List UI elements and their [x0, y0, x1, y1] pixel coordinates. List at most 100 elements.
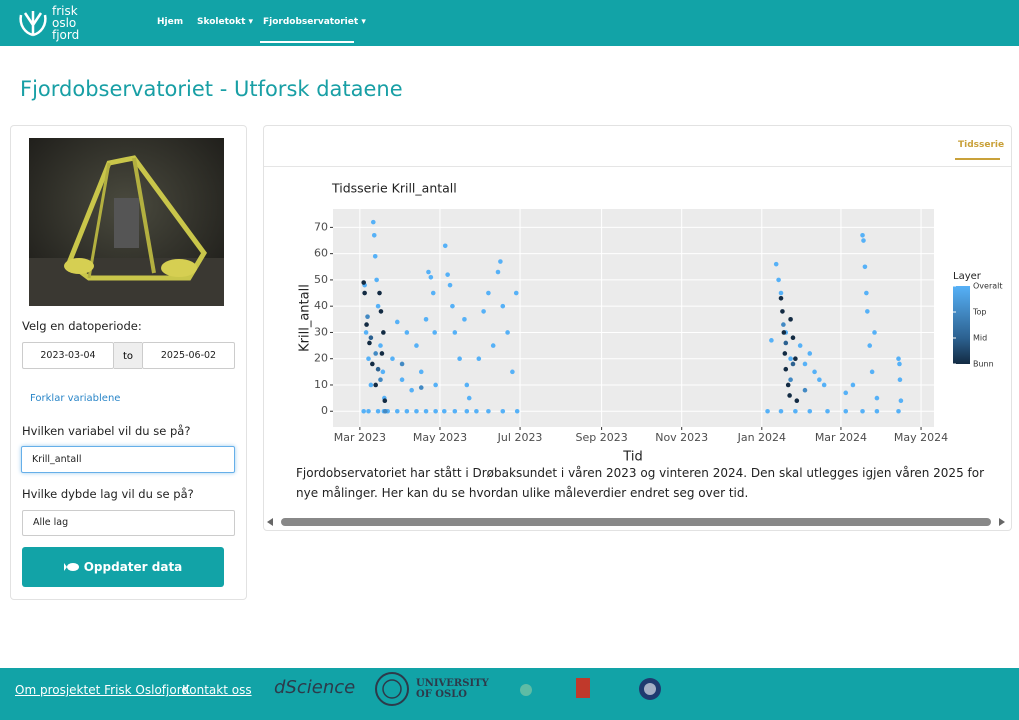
point [418, 369, 424, 375]
y-tick-label: 40 [314, 299, 328, 312]
tab[interactable]: Tidsserie [958, 140, 1005, 150]
footer-link[interactable]: Om prosjektet Frisk Oslofjord [15, 683, 190, 697]
point [896, 408, 901, 414]
point [371, 232, 377, 238]
point [481, 309, 486, 314]
point [500, 408, 506, 414]
point [462, 317, 467, 322]
point [513, 290, 519, 296]
logo-uio: UNIVERSITY OF OSLO [416, 678, 489, 700]
nav-label: Skoletokt [197, 17, 246, 27]
point [850, 382, 856, 388]
point [802, 361, 808, 367]
point [860, 408, 865, 414]
point [486, 290, 491, 296]
point [495, 269, 501, 275]
point [897, 361, 902, 367]
date-end-input[interactable]: 2025-06-02 [142, 342, 235, 369]
variable-label: Hvilken variabel vil du se på? [22, 424, 191, 438]
legend-label: Overalt [973, 282, 1003, 291]
nav-link[interactable]: Hjem [157, 17, 184, 27]
point [514, 408, 520, 414]
point [498, 259, 503, 264]
point [464, 382, 470, 388]
tab-divider [264, 166, 1011, 167]
date-start-input[interactable]: 2023-03-04 [22, 342, 114, 369]
point [382, 408, 388, 414]
logo-text: oslo [52, 16, 77, 30]
point [394, 408, 400, 414]
point [864, 290, 869, 296]
point [812, 369, 817, 375]
date-label: Velg en datoperiode: [22, 319, 142, 333]
nav-dropdown[interactable]: Fjordobservatoriet ▾ [263, 17, 366, 27]
point [781, 330, 787, 335]
point [361, 280, 366, 285]
point [365, 314, 370, 319]
point [869, 369, 875, 375]
point [370, 219, 376, 225]
point [452, 408, 458, 414]
point [773, 261, 779, 267]
point [366, 356, 371, 362]
point [375, 408, 381, 414]
y-tick-label: 60 [314, 247, 328, 260]
depth-label: Hvilke dybde lag vil du se på? [22, 487, 194, 501]
point [765, 408, 770, 414]
point [399, 377, 405, 383]
point [794, 398, 800, 404]
point [783, 340, 789, 346]
point [862, 264, 868, 270]
point [505, 330, 510, 335]
x-tick-label: May 2024 [894, 431, 948, 444]
y-axis-title: Krill_antall [298, 284, 313, 352]
point [790, 361, 796, 367]
x-tick-label: Nov 2023 [655, 431, 708, 444]
active-underline [260, 41, 354, 43]
point [375, 303, 381, 309]
point [378, 309, 384, 314]
footer [0, 668, 1019, 720]
point [399, 361, 405, 367]
point [457, 356, 462, 362]
point [780, 309, 785, 314]
point [872, 330, 877, 335]
update-button[interactable]: Oppdater data [22, 547, 224, 587]
point [476, 356, 482, 362]
depth-select[interactable]: Alle lag [22, 510, 235, 536]
point [372, 253, 378, 259]
point [861, 238, 866, 243]
point [466, 395, 472, 401]
point [782, 351, 788, 356]
point [414, 408, 419, 414]
instrument-photo [29, 138, 224, 306]
point [817, 377, 822, 383]
point [778, 296, 784, 301]
scrollbar[interactable] [265, 516, 1011, 528]
footer-link[interactable]: Kontakt oss [182, 683, 252, 697]
variable-select[interactable]: Krill_antall [21, 446, 235, 473]
button-label: Oppdater data [83, 560, 183, 574]
point [430, 290, 436, 296]
fish-icon [63, 563, 79, 571]
y-tick-label: 70 [314, 220, 328, 233]
point [441, 408, 447, 414]
x-tick-label: Sep 2023 [575, 431, 627, 444]
legend-title: Layer [953, 271, 982, 282]
legend-label: Top [972, 308, 987, 317]
point [428, 274, 434, 280]
point [802, 387, 808, 393]
point [793, 408, 798, 414]
point [373, 382, 378, 388]
logo-icon [19, 11, 47, 37]
page-title: Fjordobservatoriet - Utforsk dataene [20, 77, 403, 101]
explain-link[interactable]: Forklar variablene [30, 393, 121, 404]
point [825, 408, 830, 414]
point [367, 340, 372, 346]
point [486, 408, 491, 414]
point [442, 243, 448, 249]
nav-dropdown[interactable]: Skoletokt ▾ [197, 17, 254, 27]
point [452, 330, 458, 335]
point [390, 356, 395, 362]
chart: Tidsserie Krill_antall Tid Krill_antall … [298, 181, 1003, 463]
